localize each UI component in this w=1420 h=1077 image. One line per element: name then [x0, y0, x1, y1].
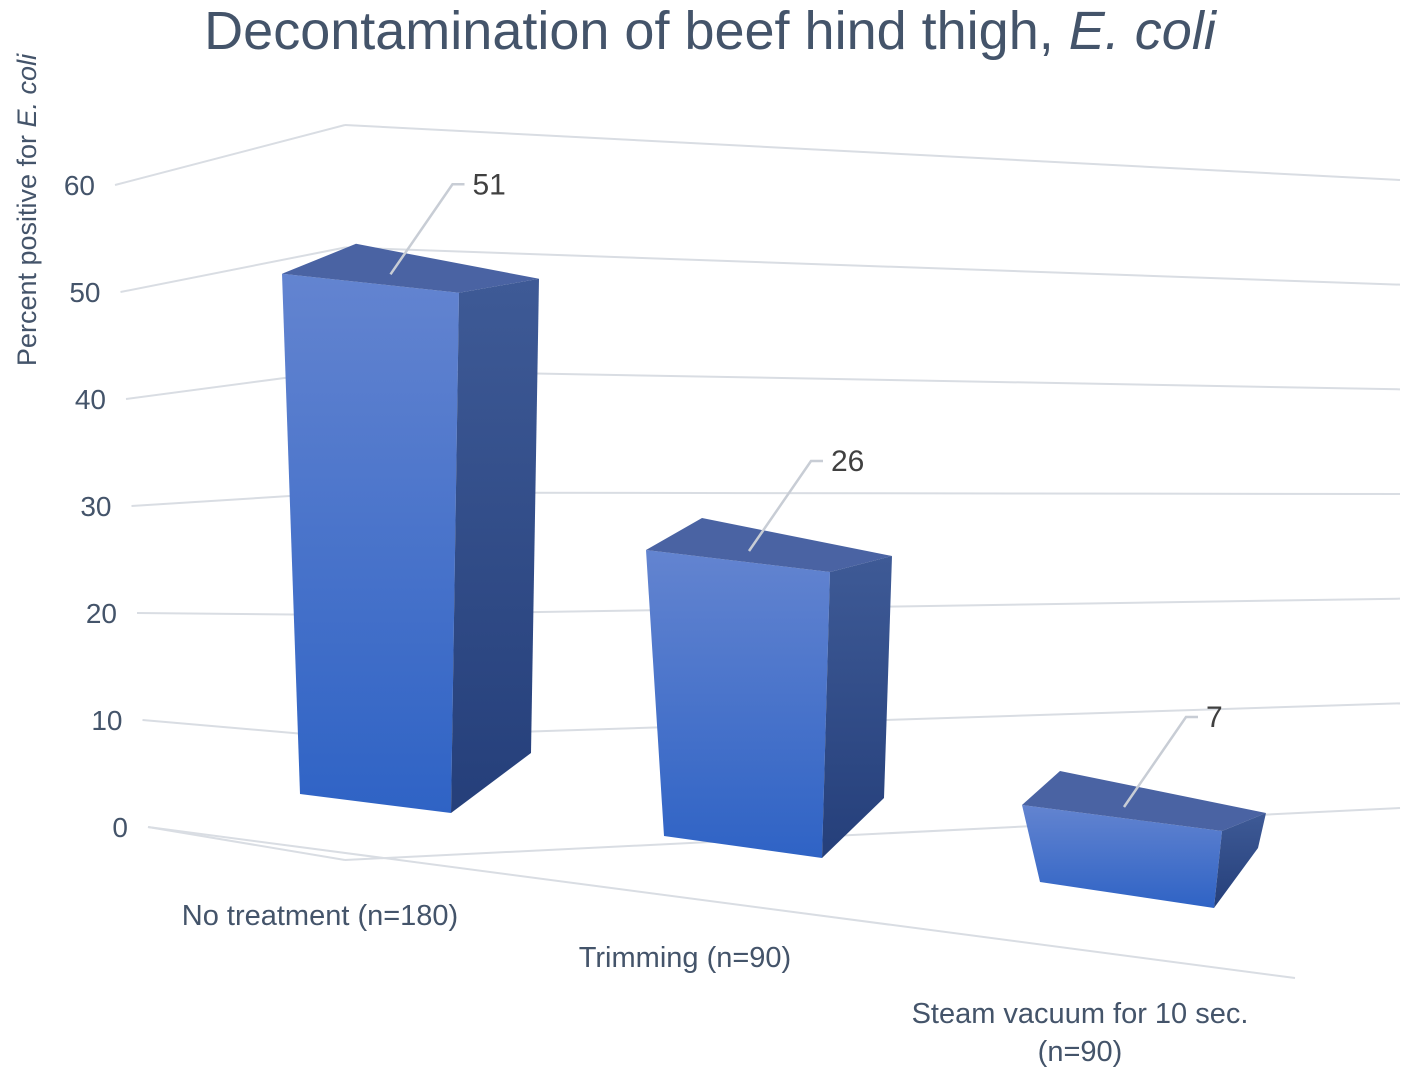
y-tick-label: 60: [64, 170, 95, 201]
gridline: [120, 246, 1401, 293]
y-tick-label: 30: [80, 491, 111, 522]
svg-text:26: 26: [831, 445, 864, 478]
data-labels: 51 26 7: [389, 168, 1223, 808]
bar: [646, 518, 892, 858]
y-tick-label: 10: [91, 705, 122, 736]
bar: [1022, 771, 1266, 908]
y-axis-label-main: Percent positive for: [12, 127, 42, 367]
y-tick-label: 50: [69, 277, 100, 308]
gridline: [114, 124, 1401, 186]
chart-title-italic: E. coli: [1068, 1, 1216, 61]
y-axis-label-italic: E. coli: [12, 53, 42, 128]
y-axis-label: Percent positive for E. coli: [12, 0, 46, 510]
chart-title: Decontamination of beef hind thigh, E. c…: [0, 1, 1420, 61]
y-tick-label: 20: [86, 598, 117, 629]
y-tick-label: 0: [112, 812, 128, 843]
chart-title-main: Decontamination of beef hind thigh,: [204, 1, 1069, 61]
floor-edge: [147, 826, 1296, 979]
svg-text:7: 7: [1206, 701, 1223, 734]
y-tick-label: 40: [75, 384, 106, 415]
y-tick-labels: 0 10 20 30 40 50 60: [64, 170, 128, 843]
bars: [282, 243, 1266, 908]
bar: [282, 243, 539, 813]
data-label: 26: [747, 445, 864, 552]
svg-text:51: 51: [473, 168, 506, 201]
x-category-label: Steam vacuum for 10 sec. (n=90): [911, 998, 1249, 1068]
data-label: 51: [389, 168, 506, 276]
x-category-label: No treatment (n=180): [181, 900, 459, 932]
data-label: 7: [1122, 701, 1223, 808]
x-category-label: Trimming (n=90): [578, 942, 792, 974]
